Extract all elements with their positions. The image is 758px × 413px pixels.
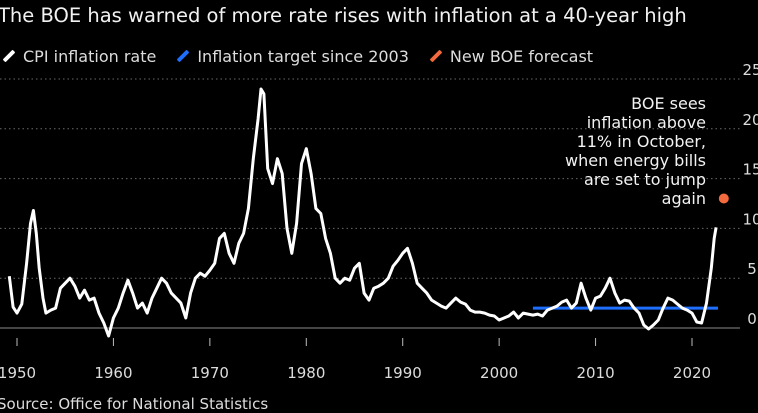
series-line-cpi: [7, 87, 718, 338]
legend-item-target: Inflation target since 2003: [174, 47, 409, 66]
forecast-point: [718, 193, 729, 204]
x-tick-label-2020: 2020: [673, 364, 711, 382]
chart-title: The BOE has warned of more rate rises wi…: [0, 4, 687, 27]
source-note: Source: Office for National Statistics: [0, 395, 269, 413]
x-tick-label-1960: 1960: [94, 364, 132, 382]
x-tick-label-1980: 1980: [287, 364, 325, 382]
legend-label-forecast: New BOE forecast: [449, 46, 594, 66]
legend-item-cpi: CPI inflation rate: [0, 47, 156, 66]
x-tick-label-1990: 1990: [384, 364, 422, 382]
x-tick-label-1970: 1970: [191, 364, 229, 382]
y-tick-label-25: 25: [742, 61, 758, 79]
legend-item-forecast: New BOE forecast: [427, 47, 593, 66]
x-tick-label-2010: 2010: [576, 364, 614, 382]
y-tick-label-10: 10: [742, 210, 758, 228]
legend-label-cpi: CPI inflation rate: [23, 46, 157, 66]
y-tick-label-15: 15: [742, 161, 758, 179]
forecast-annotation: BOE sees inflation above 11% in October,…: [565, 94, 706, 208]
legend-label-target: Inflation target since 2003: [197, 46, 409, 66]
y-tick-label-0: 0: [747, 310, 757, 328]
x-tick-label-2000: 2000: [480, 364, 518, 382]
y-tick-label-20: 20: [742, 111, 758, 129]
x-tick-label-1950: 1950: [0, 364, 36, 382]
chart-legend: CPI inflation rate Inflation target sinc…: [0, 45, 611, 67]
y-tick-label-5: 5: [747, 260, 757, 278]
